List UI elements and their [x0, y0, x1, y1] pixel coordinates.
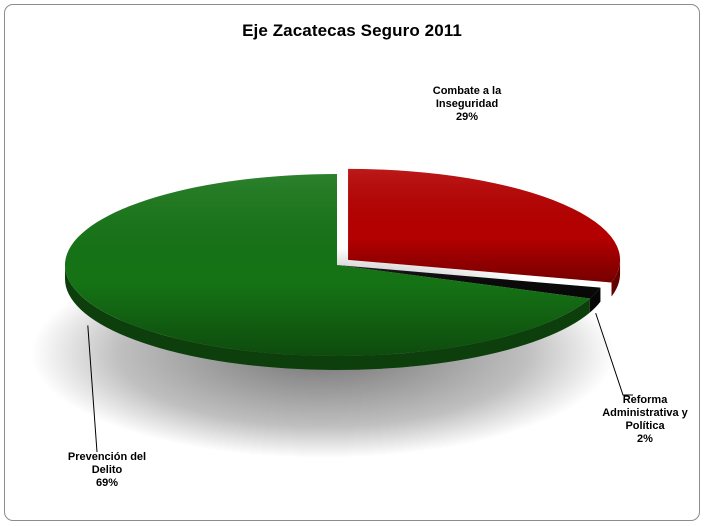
label-line: Combate a la [432, 85, 502, 97]
leader-line-reforma [595, 312, 633, 396]
label-value: 29% [455, 111, 479, 123]
label-line: Reforma [622, 394, 668, 406]
pie-slice-side [611, 259, 621, 297]
label-line: Administrativa y [602, 407, 688, 419]
pie-slice-side [589, 287, 601, 313]
label-line: Delito [91, 464, 123, 476]
data-label-prevencion: Prevención del Delito 69% [51, 451, 163, 490]
pie-slice-shading [348, 168, 621, 283]
pie-chart [31, 168, 633, 458]
pie-slice-side [65, 265, 590, 371]
label-line: Inseguridad [435, 98, 499, 110]
data-label-reforma: Reforma Administrativa y Política 2% [591, 394, 699, 446]
pie-slice-shading [65, 174, 590, 356]
label-line: Política [625, 420, 665, 432]
pie-slice-shading [337, 265, 601, 299]
label-line: Prevención del [67, 451, 147, 463]
label-value: 2% [637, 433, 653, 445]
chart-title: Eje Zacatecas Seguro 2011 [242, 21, 462, 40]
data-label-combate: Combate a la Inseguridad 29% [407, 85, 527, 124]
label-value: 69% [95, 477, 119, 489]
leader-line-prevencion [87, 325, 98, 453]
chart-area: Eje Zacatecas Seguro 2011 Combate a la I… [4, 4, 700, 521]
